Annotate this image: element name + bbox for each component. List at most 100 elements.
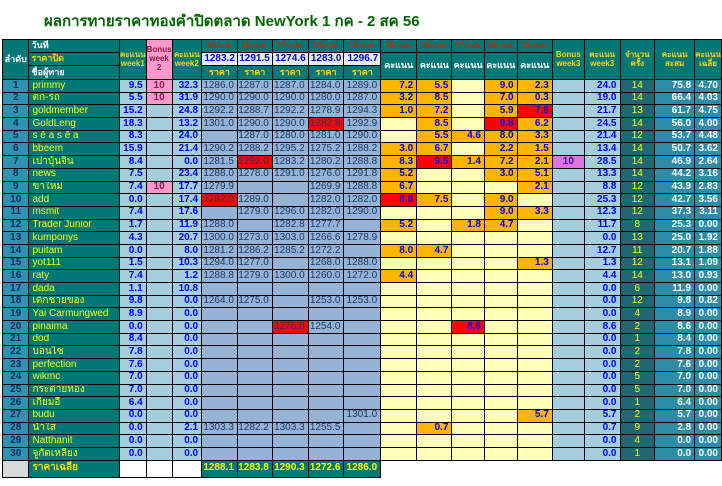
entry-count-cell[interactable]: 14	[619, 167, 656, 182]
price-cell[interactable]: 1291.8	[343, 167, 382, 182]
week3-score-cell[interactable]: 25.3	[583, 193, 621, 207]
score-cell[interactable]	[416, 358, 453, 372]
row-number[interactable]: 15	[1, 256, 30, 271]
row-number[interactable]: 12	[1, 218, 30, 233]
total-score-cell[interactable]: 11.9	[654, 282, 696, 296]
price-cell[interactable]: 1303.0	[271, 231, 309, 245]
price-cell[interactable]: 1278.0	[236, 167, 273, 182]
score-cell[interactable]	[451, 408, 485, 423]
bonus-week3-cell[interactable]	[551, 446, 585, 461]
player-name[interactable]: primmy	[28, 79, 120, 93]
player-name[interactable]: Natthanit	[28, 434, 120, 448]
col-header-name[interactable]: ชื่อผู้ทาย	[28, 65, 120, 80]
player-name[interactable]: น้ำใส	[28, 421, 120, 436]
col-header-index[interactable]: ลำดับ	[1, 39, 30, 80]
average-score-cell[interactable]: 1.88	[694, 243, 722, 258]
week1-score-cell[interactable]: 1.7	[118, 218, 147, 233]
price-cell[interactable]: 1279.9	[201, 180, 238, 195]
player-name[interactable]: บอนไซ	[28, 345, 120, 360]
close-value[interactable]: 1283.2	[201, 52, 238, 66]
price-cell[interactable]	[343, 396, 382, 410]
bonus-week3-cell[interactable]	[551, 269, 585, 283]
price-cell[interactable]	[236, 434, 273, 448]
score-cell[interactable]	[380, 294, 418, 309]
price-cell[interactable]: 1282.0	[201, 193, 238, 207]
bonus-week2-cell[interactable]	[145, 358, 173, 372]
bonus-week2-cell[interactable]	[145, 256, 173, 271]
date-header[interactable]: 19-ก.ค.	[343, 39, 382, 53]
week2-score-cell[interactable]: 17.6	[171, 205, 203, 220]
bonus-week3-cell[interactable]	[551, 91, 585, 106]
score-cell[interactable]: 7.0	[484, 91, 518, 106]
score-cell[interactable]	[516, 421, 553, 436]
score-cell[interactable]	[516, 383, 553, 398]
bonus-week2-cell[interactable]	[145, 129, 173, 144]
bonus-week2-cell[interactable]	[145, 345, 173, 360]
score-cell[interactable]: 3.3	[516, 129, 553, 144]
bonus-week3-cell[interactable]	[551, 193, 585, 207]
price-cell[interactable]	[201, 358, 238, 372]
score-cell[interactable]	[484, 243, 518, 258]
week3-score-cell[interactable]: 21.7	[583, 104, 621, 119]
player-name[interactable]: goldmember	[28, 104, 120, 119]
bonus-week3-cell[interactable]	[551, 218, 585, 233]
price-cell[interactable]	[236, 282, 273, 296]
bonus-week2-cell[interactable]: 10	[145, 180, 173, 195]
bonus-week3-cell[interactable]	[551, 396, 585, 410]
week2-score-cell[interactable]: 0.0	[171, 408, 203, 423]
total-score-cell[interactable]: 50.7	[654, 142, 696, 157]
bonus-week2-cell[interactable]	[145, 269, 173, 283]
score-cell[interactable]	[451, 142, 485, 157]
price-cell[interactable]: 1292.9	[343, 117, 382, 131]
score-cell[interactable]	[516, 370, 553, 385]
average-score-cell[interactable]: 0.00	[694, 282, 722, 296]
entry-count-cell[interactable]: 12	[619, 256, 656, 271]
week1-score-cell[interactable]: 8.4	[118, 155, 147, 169]
entry-count-cell[interactable]: 14	[619, 269, 656, 283]
price-cell[interactable]: 1282.0	[307, 205, 345, 220]
player-name[interactable]: budu	[28, 408, 120, 423]
average-score-cell[interactable]: 0.00	[694, 358, 722, 372]
player-name[interactable]: เปาบุ้นจิ้น	[28, 155, 120, 169]
score-cell[interactable]	[516, 396, 553, 410]
price-cell[interactable]: 1287.0	[343, 91, 382, 106]
week1-score-cell[interactable]: 8.9	[118, 307, 147, 322]
row-number[interactable]: 20	[1, 320, 30, 334]
week3-score-cell[interactable]: 21.4	[583, 129, 621, 144]
price-cell[interactable]: 1301.0	[343, 408, 382, 423]
price-cell[interactable]	[307, 307, 345, 322]
row-number[interactable]: 23	[1, 358, 30, 372]
week2-score-cell[interactable]: 8.0	[171, 243, 203, 258]
price-cell[interactable]: 1290.0	[271, 117, 309, 131]
week3-score-cell[interactable]: 13.3	[583, 167, 621, 182]
bonus-week2-cell[interactable]	[145, 408, 173, 423]
score-cell[interactable]	[484, 282, 518, 296]
price-cell[interactable]: 1290.0	[236, 91, 273, 106]
price-cell[interactable]	[343, 307, 382, 322]
week2-score-cell[interactable]: 17.4	[171, 193, 203, 207]
price-cell[interactable]: 1282.8	[271, 218, 309, 233]
score-cell[interactable]	[416, 256, 453, 271]
score-cell[interactable]: 7.2	[380, 79, 418, 93]
average-score-cell[interactable]: 3.62	[694, 142, 722, 157]
total-score-cell[interactable]: 13.1	[654, 256, 696, 271]
entry-count-cell[interactable]: 1	[619, 332, 656, 347]
score-cell[interactable]	[484, 307, 518, 322]
close-value[interactable]: 1283.0	[307, 52, 345, 66]
bonus-week3-cell[interactable]	[551, 294, 585, 309]
bonus-week2-cell[interactable]	[145, 370, 173, 385]
row-number[interactable]: 6	[1, 142, 30, 157]
week3-score-cell[interactable]: 0.0	[583, 446, 621, 461]
price-cell[interactable]: 1292.2	[201, 104, 238, 119]
col-header-close[interactable]: ราคาปิด	[28, 52, 120, 66]
avg-price-cell[interactable]: 1286.0	[343, 459, 382, 478]
price-cell[interactable]	[201, 408, 238, 423]
week3-score-cell[interactable]: 0.0	[583, 358, 621, 372]
bonus-week3-cell[interactable]	[551, 180, 585, 195]
score-cell[interactable]	[516, 294, 553, 309]
score-cell[interactable]: 4.7	[416, 243, 453, 258]
entry-count-cell[interactable]: 11	[619, 243, 656, 258]
week1-score-cell[interactable]: 0.0	[118, 434, 147, 448]
price-cell[interactable]	[236, 332, 273, 347]
score-cell[interactable]	[380, 370, 418, 385]
